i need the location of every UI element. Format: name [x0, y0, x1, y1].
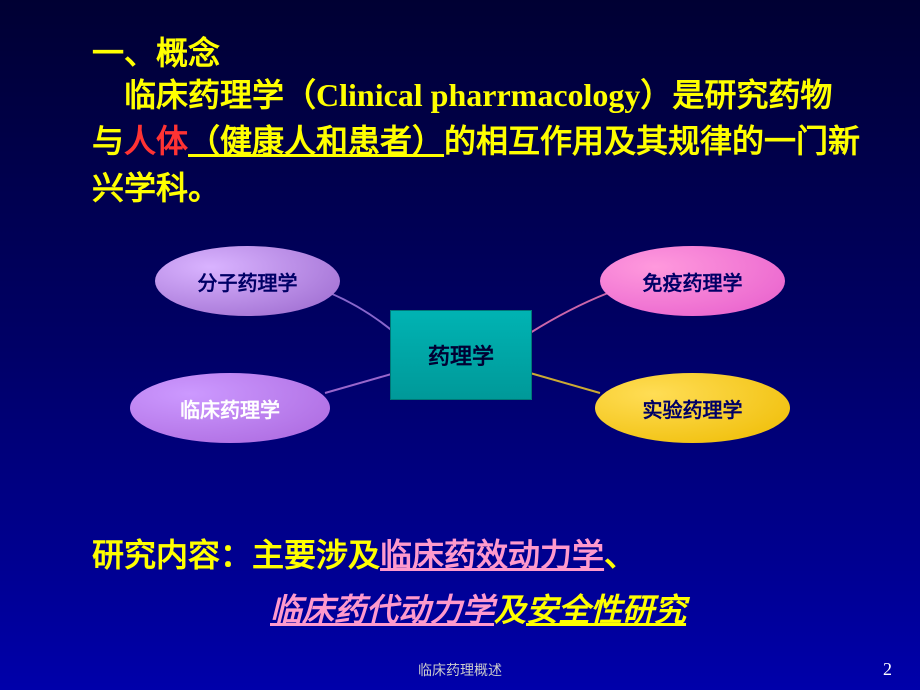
research-content-line1: 研究内容：主要涉及临床药效动力学、 [92, 530, 636, 576]
section-heading: 一、概念 [92, 28, 220, 74]
research-label: 研究内容： [92, 537, 252, 573]
definition-paragraph: 临床药理学（Clinical pharrmacology）是研究药物与人体（健康… [92, 72, 862, 211]
body-highlight-red: 人体 [124, 123, 188, 159]
diagram-node-bottom-left: 临床药理学 [130, 373, 330, 443]
page-number: 2 [883, 659, 892, 680]
slide: 一、概念 临床药理学（Clinical pharrmacology）是研究药物与… [0, 0, 920, 690]
slide-footer-title: 临床药理概述 [418, 660, 502, 680]
research-line1-pre: 主要涉及 [252, 537, 380, 573]
research-line2-mid: 及 [494, 592, 526, 628]
diagram-node-top-right: 免疫药理学 [600, 246, 785, 316]
research-line2-safe: 安全性研究 [526, 592, 686, 628]
research-line1-pink: 临床药效动力学 [380, 537, 604, 573]
diagram-node-top-left: 分子药理学 [155, 246, 340, 316]
diagram-center-node: 药理学 [390, 310, 532, 400]
diagram-node-bottom-right: 实验药理学 [595, 373, 790, 443]
research-line1-post: 、 [604, 537, 636, 573]
research-line2-pink: 临床药代动力学 [270, 592, 494, 628]
research-content-line2: 临床药代动力学及安全性研究 [270, 585, 686, 631]
body-underlined: （健康人和患者） [188, 123, 444, 159]
concept-diagram: 药理学 分子药理学 免疫药理学 临床药理学 实验药理学 [130, 238, 790, 458]
